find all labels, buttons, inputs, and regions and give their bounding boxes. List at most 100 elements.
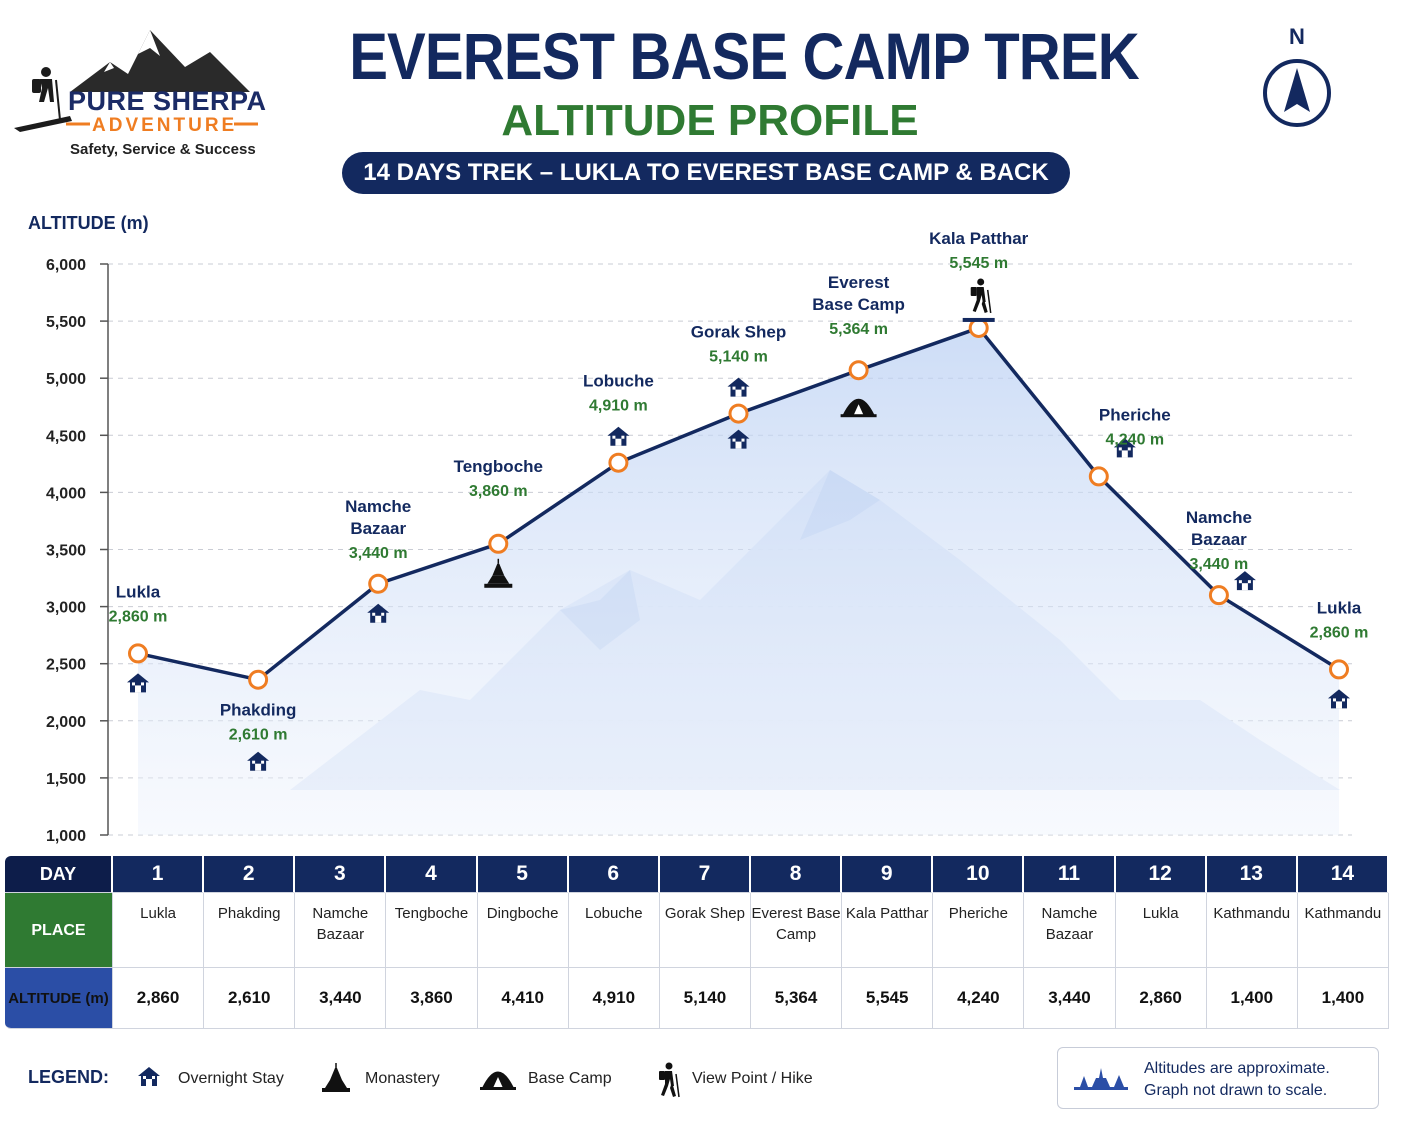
logo-subname: ADVENTURE bbox=[92, 115, 238, 136]
day-number: 5 bbox=[477, 856, 569, 893]
day-altitude: 1,400 bbox=[1206, 968, 1298, 1029]
day-place: Kala Patthar bbox=[842, 893, 934, 968]
north-arrow-icon bbox=[1263, 59, 1331, 127]
monastery-skyline-icon bbox=[1074, 1068, 1128, 1090]
point-name-label: Kala Patthar bbox=[929, 230, 1029, 248]
point-name-label: Base Camp bbox=[812, 295, 905, 314]
day-row: DAY 1 2 3 4 5 6 7 8 9 10 11 12 13 14 bbox=[5, 856, 1389, 893]
day-place: Kathmandu bbox=[1206, 893, 1298, 968]
day-place: Dingboche bbox=[477, 893, 569, 968]
disclaimer-box: Altitudes are approximate. Graph not dra… bbox=[1057, 1047, 1379, 1109]
y-tick-label: 6,000 bbox=[46, 257, 86, 274]
day-altitude: 4,410 bbox=[477, 968, 569, 1029]
point-altitude-label: 2,860 m bbox=[109, 608, 168, 625]
point-name-label: Pheriche bbox=[1099, 405, 1171, 424]
summit-base bbox=[962, 317, 995, 322]
point-altitude-label: 3,440 m bbox=[1190, 556, 1249, 573]
point-altitude-label: 5,545 m bbox=[949, 255, 1008, 272]
point-name-label: Bazaar bbox=[1191, 530, 1247, 549]
day-number: 6 bbox=[568, 856, 660, 893]
point-altitude-label: 2,860 m bbox=[1310, 624, 1369, 641]
point-altitude-label: 5,140 m bbox=[709, 349, 768, 366]
point-name-label: Namche bbox=[345, 497, 411, 516]
data-point bbox=[608, 452, 629, 473]
y-tick-label: 3,500 bbox=[46, 543, 86, 560]
altitude-chart: 1,000 1,500 2,000 2,500 3,000 3,500 4,000 4,500… bbox=[46, 230, 1369, 845]
point-name-label: Lobuche bbox=[583, 372, 654, 391]
point-altitude-label: 3,440 m bbox=[349, 545, 408, 562]
day-place: Kathmandu bbox=[1297, 893, 1389, 968]
data-point bbox=[848, 360, 869, 381]
data-point bbox=[488, 533, 509, 554]
data-point bbox=[1208, 585, 1229, 606]
point-altitude-label: 5,364 m bbox=[829, 321, 888, 338]
day-number: 3 bbox=[295, 856, 387, 893]
day-altitude: 4,240 bbox=[933, 968, 1025, 1029]
house-icon bbox=[138, 1067, 160, 1086]
altitude-row: ALTITUDE (m) 2,860 2,610 3,440 3,860 4,410 4,… bbox=[5, 968, 1389, 1029]
legend-label: Monastery bbox=[365, 1070, 440, 1087]
day-altitude: 5,364 bbox=[750, 968, 843, 1029]
day-altitude: 5,140 bbox=[659, 968, 751, 1029]
day-place: Everest Base Camp bbox=[750, 893, 843, 968]
day-number: 4 bbox=[386, 856, 478, 893]
point-name-label: Gorak Shep bbox=[691, 323, 786, 342]
day-number: 11 bbox=[1024, 856, 1116, 893]
house-icon bbox=[727, 377, 750, 397]
legend: LEGEND: Overnight Stay Monastery Base Ca… bbox=[28, 1052, 1028, 1102]
data-point bbox=[368, 573, 389, 594]
day-altitude: 3,440 bbox=[1024, 968, 1116, 1029]
place-row: PLACE Lukla Phakding Namche Bazaar Tengboch… bbox=[5, 893, 1389, 968]
y-tick-label: 3,000 bbox=[46, 600, 86, 617]
day-place: Gorak Shep bbox=[659, 893, 751, 968]
day-altitude: 1,400 bbox=[1297, 968, 1389, 1029]
point-altitude-label: 3,860 m bbox=[469, 483, 528, 500]
house-icon bbox=[607, 426, 630, 446]
y-tick-label: 4,500 bbox=[46, 428, 86, 445]
page-title: EVEREST BASE CAMP TREK bbox=[349, 19, 1139, 93]
data-point bbox=[1329, 659, 1349, 680]
disclaimer-line-1: Altitudes are approximate. bbox=[1144, 1060, 1330, 1077]
monastery-icon bbox=[321, 1062, 351, 1093]
day-place: Tengboche bbox=[386, 893, 478, 968]
legend-label: Base Camp bbox=[528, 1070, 612, 1087]
trek-banner: 14 DAYS TREK – LUKLA TO EVEREST BASE CAM… bbox=[342, 152, 1070, 194]
day-altitude: 2,860 bbox=[113, 968, 205, 1029]
day-place: Phakding bbox=[204, 893, 296, 968]
day-number: 8 bbox=[750, 856, 843, 893]
house-icon bbox=[1233, 571, 1256, 591]
day-number: 14 bbox=[1297, 856, 1389, 893]
compass: N bbox=[1255, 24, 1339, 128]
day-place: Namche Bazaar bbox=[1024, 893, 1116, 968]
brand-logo: PURE SHERPA ADVENTURE Safety, Service & … bbox=[10, 22, 270, 162]
y-tick-label: 2,000 bbox=[46, 714, 86, 731]
y-tick-label: 4,000 bbox=[46, 485, 86, 502]
itinerary-table: DAY 1 2 3 4 5 6 7 8 9 10 11 12 13 14 PLACE Lukla Phakd… bbox=[5, 856, 1389, 1029]
data-point bbox=[248, 669, 269, 690]
point-name-label: Lukla bbox=[1317, 598, 1362, 617]
legend-label: Overnight Stay bbox=[178, 1070, 284, 1087]
day-altitude: 5,545 bbox=[842, 968, 934, 1029]
hiker-icon bbox=[969, 277, 992, 314]
day-place: Namche Bazaar bbox=[295, 893, 387, 968]
day-number: 12 bbox=[1115, 856, 1207, 893]
point-name-label: Everest bbox=[828, 273, 890, 292]
legend-label: View Point / Hike bbox=[692, 1070, 813, 1087]
place-header: PLACE bbox=[5, 893, 113, 968]
day-altitude: 3,860 bbox=[386, 968, 478, 1029]
day-header: DAY bbox=[5, 856, 113, 893]
data-point bbox=[968, 317, 989, 338]
point-altitude-label: 4,240 m bbox=[1105, 431, 1164, 448]
day-place: Pheriche bbox=[933, 893, 1025, 968]
day-place: Lukla bbox=[113, 893, 205, 968]
legend-title: LEGEND: bbox=[28, 1067, 109, 1087]
point-name-label: Lukla bbox=[116, 582, 161, 601]
mountain-hiker-logo bbox=[14, 30, 258, 132]
logo-tagline: Safety, Service & Success bbox=[70, 141, 256, 158]
day-altitude: 3,440 bbox=[295, 968, 387, 1029]
logo-name: PURE SHERPA bbox=[68, 86, 267, 116]
y-tick-label: 1,000 bbox=[46, 828, 86, 845]
day-number: 13 bbox=[1206, 856, 1298, 893]
data-point bbox=[1088, 466, 1109, 487]
day-place: Lukla bbox=[1115, 893, 1207, 968]
